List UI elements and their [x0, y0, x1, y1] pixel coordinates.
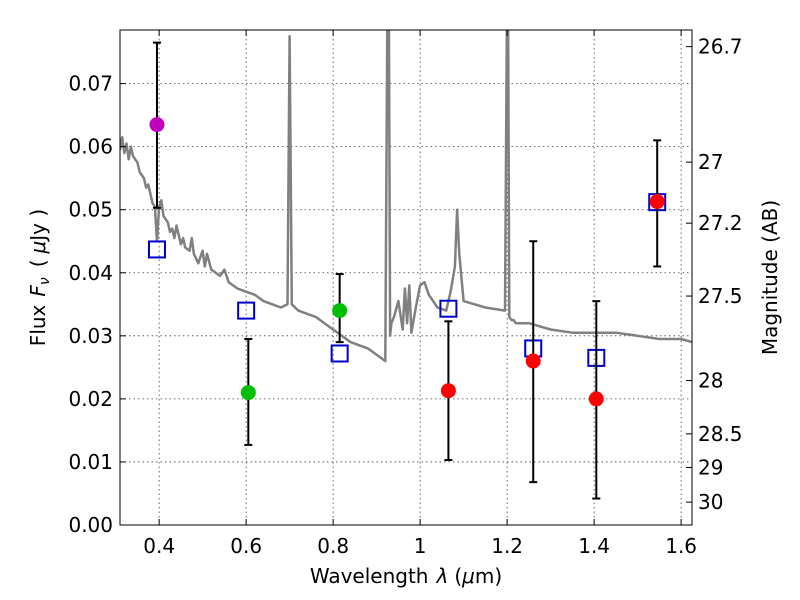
- x-tick-label: 1.4: [578, 534, 610, 558]
- plot-area: [120, 30, 692, 500]
- y2-tick-label: 27.5: [698, 284, 743, 308]
- y-tick-label: 0.06: [68, 135, 113, 159]
- x-tick-label: 1: [414, 534, 427, 558]
- y2-tick-label: 30: [698, 490, 723, 514]
- y2-axis-label: Magnitude (AB): [758, 200, 782, 355]
- model-flux-marker: [439, 299, 458, 318]
- x-tick-label: 0.6: [230, 534, 262, 558]
- x-axis-label: Wavelength λ (μm): [310, 564, 502, 588]
- x-tick-label: 0.4: [143, 534, 175, 558]
- observed-flux-marker: [649, 194, 665, 210]
- observed-flux-marker: [525, 353, 541, 369]
- y-tick-label: 0.05: [68, 198, 113, 222]
- x-tick-label: 0.8: [317, 534, 349, 558]
- y2-tick-label: 29: [698, 455, 723, 479]
- model-flux-marker: [330, 344, 349, 363]
- y-axis-label: FluxFν(μJy ): [26, 209, 53, 346]
- y-tick-label: 0.00: [68, 513, 113, 537]
- observed-flux-marker: [149, 117, 165, 133]
- grid: [120, 30, 692, 525]
- x-tick-label: 1.2: [491, 534, 523, 558]
- y2-tick-label: 27: [698, 150, 723, 174]
- y-tick-label: 0.01: [68, 450, 113, 474]
- y-tick-label: 0.07: [68, 72, 113, 96]
- observed-flux-marker: [588, 391, 604, 407]
- model-flux-marker: [147, 240, 166, 259]
- observed-flux-marker: [240, 385, 256, 401]
- plot-frame: [119, 29, 693, 526]
- y-tick-label: 0.02: [68, 387, 113, 411]
- model-flux-marker: [237, 301, 256, 320]
- y2-tick-label: 28: [698, 369, 723, 393]
- observed-flux-marker: [440, 383, 456, 399]
- y-tick-label: 0.04: [68, 261, 113, 285]
- y2-tick-label: 27.2: [698, 211, 743, 235]
- sed-template-line: [120, 30, 692, 363]
- observed-flux-marker: [332, 303, 348, 319]
- x-tick-label: 1.6: [665, 534, 697, 558]
- y2-tick-label: 28.5: [698, 422, 743, 446]
- y2-tick-label: 26.7: [698, 35, 743, 59]
- y-tick-label: 0.03: [68, 324, 113, 348]
- axis-ticks: 0.4 0.6 0.8 1 1.2 1.4 1.6 0.00 0.01 0.02 0.03 0.04 0…: [68, 30, 743, 558]
